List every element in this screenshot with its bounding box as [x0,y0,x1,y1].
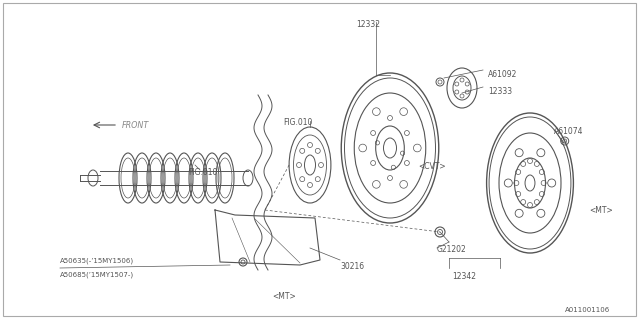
Text: G21202: G21202 [437,245,467,254]
Text: FRONT: FRONT [122,121,149,130]
Text: FIG.010: FIG.010 [188,168,218,177]
Text: A61074: A61074 [554,127,584,136]
Text: <MT>: <MT> [589,206,612,215]
Text: 12333: 12333 [488,87,512,96]
Text: A61092: A61092 [488,70,517,79]
Text: <MT>: <MT> [272,292,296,301]
Text: A50635(-’15MY1506): A50635(-’15MY1506) [60,258,134,265]
Text: FIG.010: FIG.010 [283,118,312,127]
Text: A011001106: A011001106 [565,307,611,313]
Text: 12332: 12332 [356,20,380,29]
Text: 12342: 12342 [452,272,476,281]
Text: 30216: 30216 [340,262,364,271]
Text: A50685(’15MY1507-): A50685(’15MY1507-) [60,271,134,277]
Text: <CVT>: <CVT> [418,162,445,171]
